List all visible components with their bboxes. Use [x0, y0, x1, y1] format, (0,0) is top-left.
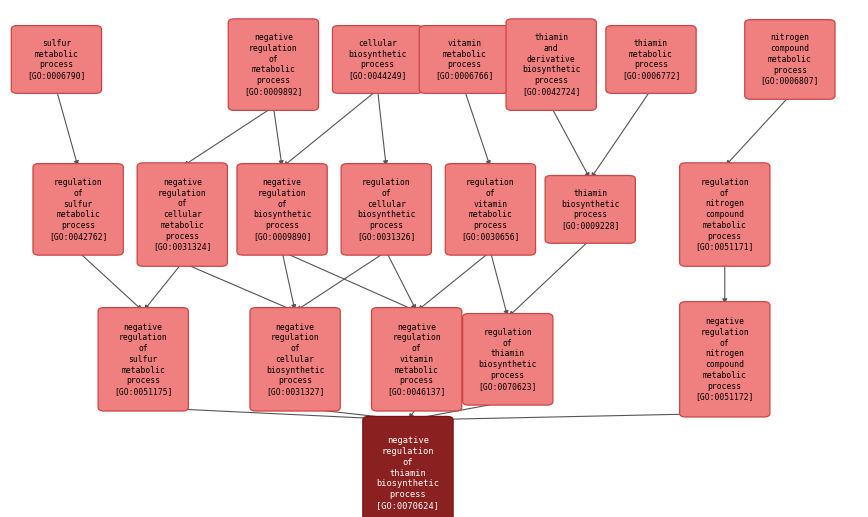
- FancyBboxPatch shape: [606, 25, 696, 93]
- FancyBboxPatch shape: [11, 25, 102, 93]
- FancyBboxPatch shape: [341, 163, 431, 255]
- Text: thiamin
and
derivative
biosynthetic
process
[GO:0042724]: thiamin and derivative biosynthetic proc…: [522, 33, 581, 96]
- Text: nitrogen
compound
metabolic
process
[GO:0006807]: nitrogen compound metabolic process [GO:…: [760, 34, 819, 85]
- Text: vitamin
metabolic
process
[GO:0006766]: vitamin metabolic process [GO:0006766]: [435, 39, 494, 80]
- Text: regulation
of
thiamin
biosynthetic
process
[GO:0070623]: regulation of thiamin biosynthetic proce…: [478, 328, 537, 391]
- FancyBboxPatch shape: [237, 163, 327, 255]
- Text: negative
regulation
of
cellular
metabolic
process
[GO:0031324]: negative regulation of cellular metaboli…: [153, 178, 212, 251]
- Text: regulation
of
cellular
biosynthetic
process
[GO:0031326]: regulation of cellular biosynthetic proc…: [357, 178, 416, 241]
- FancyBboxPatch shape: [137, 163, 227, 266]
- Text: thiamin
metabolic
process
[GO:0006772]: thiamin metabolic process [GO:0006772]: [621, 39, 681, 80]
- FancyBboxPatch shape: [680, 163, 770, 266]
- Text: sulfur
metabolic
process
[GO:0006790]: sulfur metabolic process [GO:0006790]: [27, 39, 86, 80]
- Text: negative
regulation
of
biosynthetic
process
[GO:0009890]: negative regulation of biosynthetic proc…: [253, 178, 312, 241]
- FancyBboxPatch shape: [332, 25, 423, 93]
- FancyBboxPatch shape: [372, 308, 462, 411]
- Text: regulation
of
nitrogen
compound
metabolic
process
[GO:0051171]: regulation of nitrogen compound metaboli…: [695, 178, 754, 251]
- FancyBboxPatch shape: [228, 19, 319, 111]
- FancyBboxPatch shape: [33, 163, 123, 255]
- Text: thiamin
biosynthetic
process
[GO:0009228]: thiamin biosynthetic process [GO:0009228…: [561, 189, 620, 230]
- FancyBboxPatch shape: [363, 417, 453, 517]
- Text: negative
regulation
of
sulfur
metabolic
process
[GO:0051175]: negative regulation of sulfur metabolic …: [114, 323, 173, 396]
- Text: regulation
of
vitamin
metabolic
process
[GO:0030656]: regulation of vitamin metabolic process …: [461, 178, 520, 241]
- FancyBboxPatch shape: [445, 163, 536, 255]
- Text: negative
regulation
of
cellular
biosynthetic
process
[GO:0031327]: negative regulation of cellular biosynth…: [266, 323, 325, 396]
- FancyBboxPatch shape: [250, 308, 340, 411]
- FancyBboxPatch shape: [463, 313, 553, 405]
- FancyBboxPatch shape: [506, 19, 596, 111]
- FancyBboxPatch shape: [98, 308, 188, 411]
- Text: negative
regulation
of
metabolic
process
[GO:0009892]: negative regulation of metabolic process…: [244, 33, 303, 96]
- Text: negative
regulation
of
vitamin
metabolic
process
[GO:0046137]: negative regulation of vitamin metabolic…: [387, 323, 446, 396]
- Text: negative
regulation
of
thiamin
biosynthetic
process
[GO:0070624]: negative regulation of thiamin biosynthe…: [377, 436, 439, 510]
- FancyBboxPatch shape: [419, 25, 510, 93]
- Text: regulation
of
sulfur
metabolic
process
[GO:0042762]: regulation of sulfur metabolic process […: [49, 178, 108, 241]
- FancyBboxPatch shape: [745, 20, 835, 99]
- Text: cellular
biosynthetic
process
[GO:0044249]: cellular biosynthetic process [GO:004424…: [348, 39, 407, 80]
- FancyBboxPatch shape: [680, 302, 770, 417]
- Text: negative
regulation
of
nitrogen
compound
metabolic
process
[GO:0051172]: negative regulation of nitrogen compound…: [695, 317, 754, 401]
- FancyBboxPatch shape: [545, 176, 635, 244]
